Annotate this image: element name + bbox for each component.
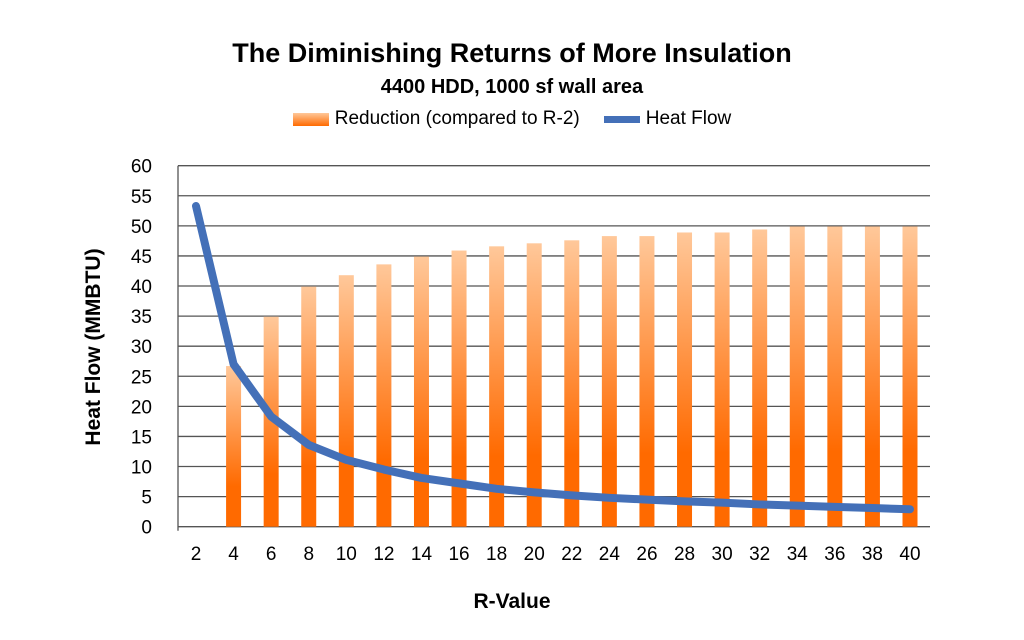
bar xyxy=(564,240,580,527)
x-tick-label: 2 xyxy=(191,544,202,565)
x-tick-label: 14 xyxy=(411,544,433,565)
x-tick-label: 12 xyxy=(373,544,394,565)
x-tick-label: 28 xyxy=(674,544,695,565)
heat-flow-point xyxy=(308,444,310,446)
heat-flow-point xyxy=(420,477,422,479)
x-tick-label: 40 xyxy=(899,544,920,565)
y-tick-label: 20 xyxy=(131,397,152,418)
bar xyxy=(864,226,880,527)
x-tick-label: 38 xyxy=(862,544,883,565)
bar xyxy=(376,264,392,527)
heat-flow-point xyxy=(233,363,235,365)
legend-swatch-bar xyxy=(292,112,329,126)
legend: Reduction (compared to R-2) Heat Flow xyxy=(0,108,1024,130)
bar xyxy=(752,229,768,527)
y-tick-label: 45 xyxy=(131,247,152,268)
y-tick-label: 35 xyxy=(131,307,152,328)
x-tick-label: 10 xyxy=(336,544,357,565)
y-axis-label: Heat Flow (MMBTU) xyxy=(82,248,105,445)
bar xyxy=(451,250,467,527)
bar xyxy=(902,226,918,527)
bar xyxy=(413,256,429,527)
y-tick-label: 30 xyxy=(131,337,152,358)
x-tick-label: 24 xyxy=(599,544,621,565)
x-tick-label: 32 xyxy=(749,544,770,565)
y-tick-label: 55 xyxy=(131,187,152,208)
bar xyxy=(526,243,542,527)
heat-flow-point xyxy=(496,488,498,490)
x-tick-label: 6 xyxy=(266,544,277,565)
x-tick-label: 30 xyxy=(712,544,733,565)
x-tick-label: 4 xyxy=(228,544,239,565)
bar xyxy=(639,236,655,527)
x-tick-label: 22 xyxy=(561,544,582,565)
x-tick-label: 20 xyxy=(524,544,545,565)
y-tick-label: 25 xyxy=(131,367,152,388)
heat-flow-point xyxy=(533,491,535,493)
bar xyxy=(338,275,354,527)
y-tick-label: 10 xyxy=(131,458,152,479)
legend-label: Heat Flow xyxy=(645,108,732,129)
y-tick-label: 60 xyxy=(131,157,152,178)
y-tick-label: 50 xyxy=(131,217,152,238)
bar xyxy=(263,316,279,527)
heat-flow-line xyxy=(192,202,914,514)
heat-flow-point xyxy=(871,507,873,509)
x-tick-label: 18 xyxy=(486,544,507,565)
legend-swatch-line xyxy=(603,115,640,123)
legend-item-heat-flow: Heat Flow xyxy=(603,108,732,130)
bar xyxy=(301,286,317,527)
heat-flow-point xyxy=(571,494,573,496)
heat-flow-point xyxy=(796,505,798,507)
chart-subtitle: 4400 HDD, 1000 sf wall area xyxy=(380,76,644,98)
heat-flow-point xyxy=(834,506,836,508)
y-tick-label: 40 xyxy=(131,277,152,298)
x-tick-label: 16 xyxy=(448,544,469,565)
heat-flow-point xyxy=(909,508,911,510)
bar xyxy=(714,232,730,527)
heat-flow-point xyxy=(345,459,347,461)
heat-flow-point xyxy=(270,416,272,418)
bar xyxy=(226,366,242,527)
y-tick-label: 15 xyxy=(131,427,152,448)
x-tick-label: 34 xyxy=(787,544,809,565)
heat-flow-point xyxy=(684,500,686,502)
heat-flow-point xyxy=(608,497,610,499)
heat-flow-point xyxy=(646,499,648,501)
heat-flow-point xyxy=(195,205,197,207)
x-axis-label: R-Value xyxy=(473,590,550,613)
y-tick-label: 5 xyxy=(141,488,152,509)
bar xyxy=(489,246,505,527)
bar xyxy=(601,236,617,527)
x-tick-label: 36 xyxy=(824,544,845,565)
bar xyxy=(789,226,805,527)
y-tick-label: 0 xyxy=(141,518,152,539)
bar xyxy=(827,226,843,527)
legend-label: Reduction (compared to R-2) xyxy=(334,108,580,129)
heat-flow-point xyxy=(759,503,761,505)
legend-item-reduction: Reduction (compared to R-2) xyxy=(292,108,580,130)
bar xyxy=(677,232,693,527)
heat-flow-point xyxy=(458,482,460,484)
chart-title: The Diminishing Returns of More Insulati… xyxy=(232,38,792,68)
heat-flow-point xyxy=(383,469,385,471)
x-tick-label: 26 xyxy=(636,544,657,565)
x-tick-label: 8 xyxy=(303,544,314,565)
heat-flow-point xyxy=(721,502,723,504)
